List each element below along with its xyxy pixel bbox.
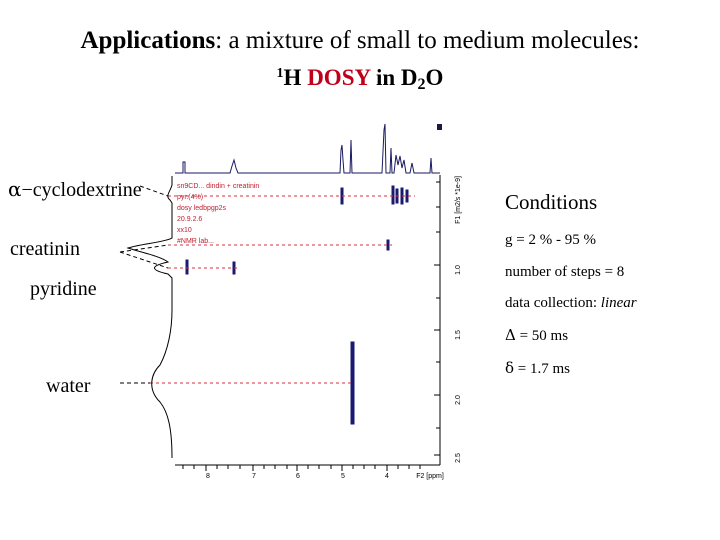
big-delta-symbol: Δ bbox=[505, 326, 516, 344]
alpha-symbol: α bbox=[8, 177, 22, 201]
solvent-subscript: 2 bbox=[417, 76, 426, 93]
cross-peaks bbox=[185, 185, 409, 425]
info-line-5: xx10 bbox=[177, 227, 192, 234]
condition-small-delta: δ = 1.7 ms bbox=[505, 359, 570, 378]
projection-1d-left bbox=[126, 176, 173, 459]
peak-water bbox=[350, 341, 355, 425]
y-tick-label-2-5: 2.5 bbox=[455, 453, 462, 463]
marker-square bbox=[437, 124, 442, 130]
info-line-6: #NMR lab... bbox=[177, 238, 214, 245]
x-axis-label: F2 [ppm] bbox=[416, 473, 444, 480]
solvent-prefix: in D bbox=[376, 65, 418, 90]
technique: DOSY bbox=[307, 65, 371, 90]
info-line-3: dosy ledbpgp2s bbox=[177, 205, 227, 212]
small-delta-value: = 1.7 ms bbox=[514, 361, 570, 377]
x-tick-label-4: 4 bbox=[385, 473, 389, 480]
y-tick-label-1-0: 1.0 bbox=[455, 265, 462, 275]
slide-subtitle: 1H DOSY in D2O bbox=[0, 58, 720, 101]
label-cyclodextrine: α−cyclodextrine bbox=[8, 177, 142, 202]
label-pyridine: pyridine bbox=[30, 278, 97, 300]
y-axis-label: F1 [m2/s *1e-9] bbox=[455, 176, 462, 224]
label-leader-lines bbox=[119, 185, 169, 384]
slide-title: Applications: a mixture of small to medi… bbox=[0, 24, 720, 58]
y-tick-label-2-0: 2.0 bbox=[455, 395, 462, 405]
title-rest: : a mixture of small to medium molecules… bbox=[215, 27, 640, 54]
label-creatinin: creatinin bbox=[10, 238, 80, 260]
peak-pyridine-1 bbox=[185, 259, 189, 275]
info-line-4: 20.9.2.6 bbox=[177, 216, 202, 223]
peak-cyclodextrine-2 bbox=[391, 185, 395, 205]
isotope-number: 1 bbox=[276, 66, 284, 81]
x-tick-label-8: 8 bbox=[206, 473, 210, 480]
y-tick-label-1-5: 1.5 bbox=[455, 330, 462, 340]
info-line-2: pyr.(4%) bbox=[177, 194, 203, 201]
nucleus: H bbox=[283, 65, 302, 90]
solvent-end: O bbox=[425, 65, 444, 90]
small-delta-symbol: δ bbox=[505, 359, 515, 377]
condition-collection: data collection: linear bbox=[505, 295, 637, 312]
x-tick-label-6: 6 bbox=[296, 473, 300, 480]
condition-big-delta: Δ = 50 ms bbox=[505, 326, 568, 345]
projection-1d-top bbox=[175, 123, 440, 174]
label-water: water bbox=[46, 375, 91, 397]
condition-steps: number of steps = 8 bbox=[505, 264, 625, 280]
collection-value: linear bbox=[600, 295, 637, 311]
big-delta-value: = 50 ms bbox=[515, 328, 569, 344]
x-tick-marks bbox=[182, 465, 421, 471]
y-tick-marks bbox=[434, 181, 440, 456]
condition-gradient: g = 2 % - 95 % bbox=[505, 232, 596, 248]
x-tick-label-5: 5 bbox=[341, 473, 345, 480]
x-tick-label-7: 7 bbox=[252, 473, 256, 480]
diffusion-guide-lines bbox=[150, 195, 415, 384]
peak-creatinin bbox=[386, 239, 390, 251]
title-bold: Applications bbox=[80, 27, 216, 54]
collection-label: data collection: bbox=[505, 295, 601, 311]
acquisition-info: sn9CD... dindin + creatinin pyr.(4%) dos… bbox=[177, 183, 259, 245]
cyclodextrine-name: −cyclodextrine bbox=[21, 179, 142, 201]
conditions-heading: Conditions bbox=[505, 190, 598, 214]
info-line-1: sn9CD... dindin + creatinin bbox=[177, 183, 259, 190]
peak-cyclodextrine-5 bbox=[405, 189, 409, 203]
